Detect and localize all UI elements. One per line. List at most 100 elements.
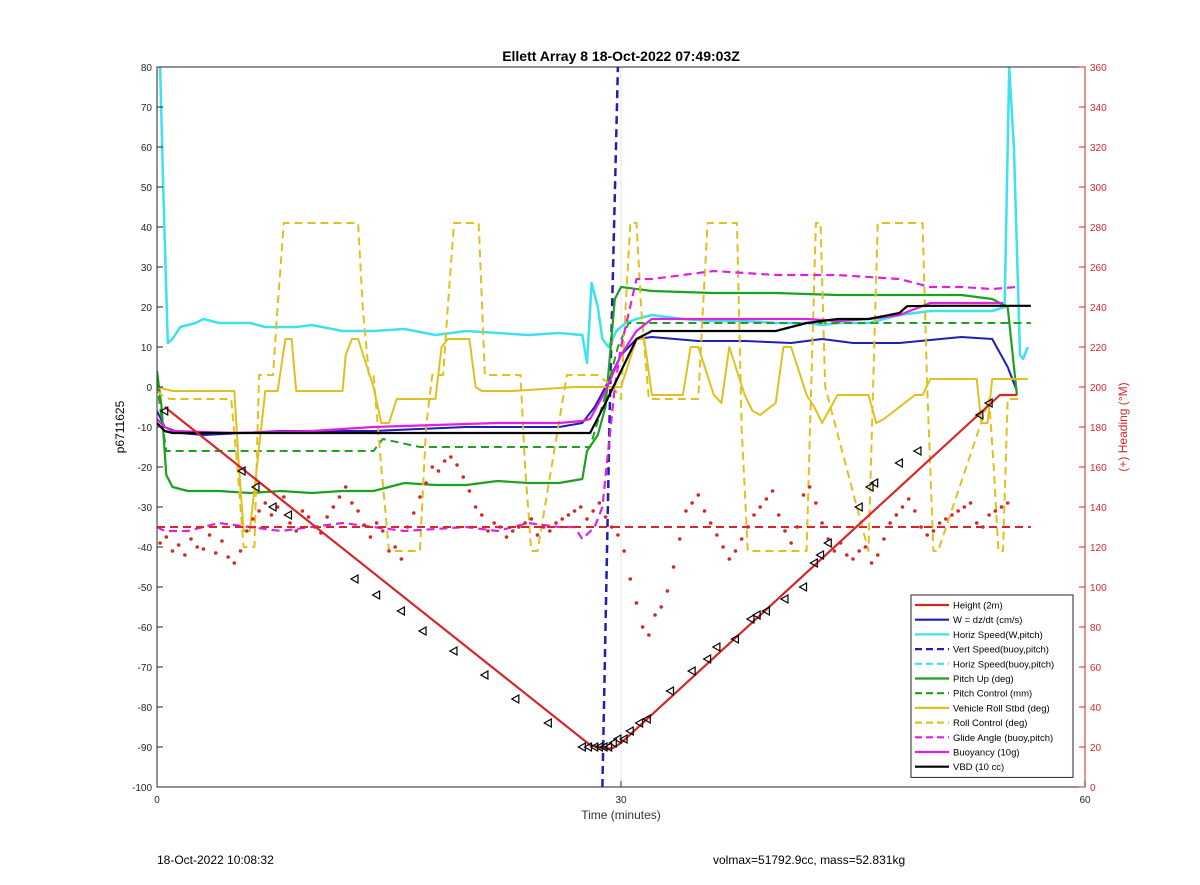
heading-point [801, 493, 806, 497]
heading-point [282, 495, 286, 499]
heading-point [616, 533, 620, 537]
heading-point [956, 509, 960, 513]
heading-point [727, 557, 732, 561]
heading-point [424, 481, 428, 485]
heading-point [331, 505, 336, 509]
heading-point [350, 501, 354, 505]
heading-point [572, 509, 577, 513]
y2-tick-label: 80 [1090, 623, 1102, 634]
y-tick-label: 60 [141, 143, 153, 154]
turn-marker [974, 409, 984, 421]
turn-marker [589, 741, 599, 753]
heading-point [319, 531, 323, 535]
turn-marker [250, 481, 260, 493]
heading-point [473, 505, 478, 509]
heading-point [659, 605, 664, 609]
heading-point [1005, 501, 1010, 505]
heading-point [925, 533, 930, 537]
heading-point [696, 493, 701, 497]
heading-point [442, 459, 447, 463]
series-line-pitch_ctrl [157, 322, 1031, 452]
heading-point [931, 529, 936, 533]
turn-marker [809, 557, 818, 569]
heading-point [263, 501, 268, 505]
heading-point [306, 515, 311, 519]
turn-marker [236, 465, 246, 477]
turn-marker [283, 509, 293, 521]
heading-point [504, 535, 509, 539]
heading-point [653, 613, 657, 617]
heading-point [207, 533, 212, 537]
y-tick-label: -10 [138, 423, 153, 434]
heading-point [838, 541, 843, 545]
heading-points [158, 455, 1010, 637]
turn-marker [823, 537, 832, 549]
heading-point [974, 521, 979, 525]
heading-point [894, 513, 899, 517]
turn-marker [864, 481, 874, 493]
y2-tick-label: 0 [1090, 783, 1096, 794]
turn-marker [618, 733, 628, 745]
heading-point [776, 513, 781, 517]
heading-point [851, 557, 855, 561]
heading-point [467, 489, 472, 493]
y2-tick-label: 300 [1090, 183, 1107, 194]
legend-label: Pitch Up (deg) [953, 674, 1014, 685]
y-tick-label: -30 [138, 503, 153, 514]
turn-marker [396, 605, 405, 617]
y2-tick-label: 100 [1090, 583, 1107, 594]
heading-point [919, 525, 923, 529]
y-tick-label: -40 [138, 543, 153, 554]
chart-title: Ellett Array 8 18-Oct-2022 07:49:03Z [502, 48, 740, 64]
heading-point [875, 553, 880, 557]
legend-label: Vert Speed(buoy,pitch) [953, 645, 1049, 656]
heading-point [480, 513, 484, 517]
x-tick-label: 0 [154, 795, 160, 806]
turn-marker [371, 589, 381, 601]
heading-point [541, 525, 546, 529]
heading-point [857, 549, 861, 553]
turn-marker [761, 605, 770, 617]
tick-labels: -100-90-80-70-60-50-40-30-20-10010203040… [132, 63, 1107, 806]
turn-marker [625, 725, 634, 737]
heading-point [752, 513, 756, 517]
y-tick-label: -80 [138, 703, 153, 714]
heading-point [244, 529, 249, 533]
heading-point [548, 529, 552, 533]
y2-tick-label: 220 [1090, 343, 1107, 354]
y-tick-label: 10 [141, 343, 153, 354]
heading-point [517, 525, 521, 529]
y2-tick-label: 20 [1090, 743, 1102, 754]
y-tick-label: 80 [141, 63, 153, 74]
turn-marker [751, 609, 761, 621]
heading-point [220, 539, 224, 543]
turn-marker [267, 501, 277, 513]
heading-point [622, 549, 626, 553]
heading-point [721, 545, 725, 549]
heading-point [387, 549, 391, 553]
turn-marker [642, 713, 651, 725]
heading-point [195, 545, 200, 549]
y-tick-label: -70 [138, 663, 153, 674]
turn-marker [912, 445, 922, 457]
heading-point [436, 469, 441, 473]
heading-point [368, 535, 373, 539]
heading-point [411, 511, 416, 515]
heading-point [758, 505, 762, 509]
turn-marker [983, 397, 993, 409]
legend-label: Glide Angle (buoy,pitch) [953, 733, 1053, 744]
heading-point [628, 577, 633, 581]
heading-point [962, 505, 967, 509]
legend-label: W = dz/dt (cm/s) [953, 615, 1022, 626]
heading-point [950, 513, 954, 517]
heading-point [640, 625, 645, 629]
heading-point [820, 521, 824, 525]
heading-point [257, 509, 261, 513]
y2-tick-label: 340 [1090, 103, 1107, 114]
series-line-roll_ctrl [157, 222, 1024, 552]
heading-point [913, 509, 917, 513]
heading-point [170, 549, 175, 553]
heading-point [288, 521, 292, 525]
heading-point [882, 537, 886, 541]
